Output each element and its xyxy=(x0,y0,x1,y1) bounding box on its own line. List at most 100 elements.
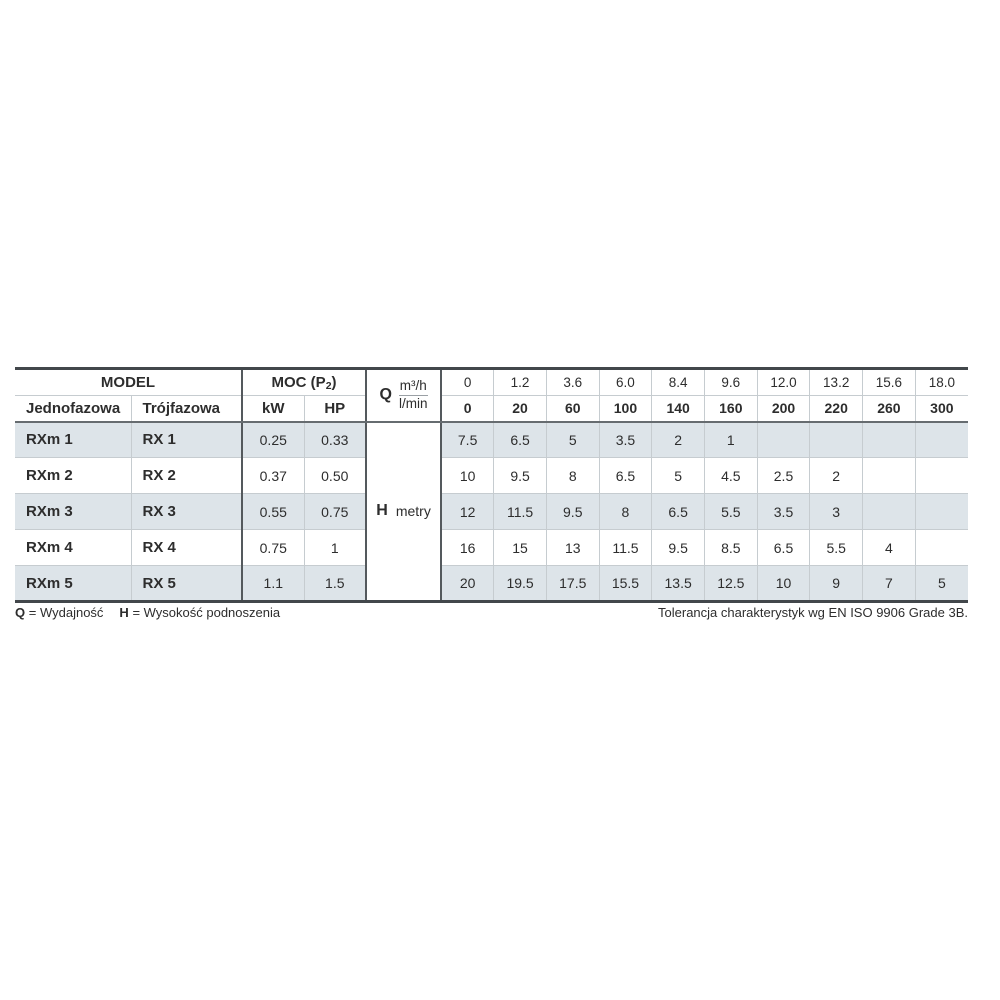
flow-m3h-value: 13.2 xyxy=(809,367,864,396)
single-phase-column-header: Jednofazowa xyxy=(15,395,132,423)
head-value: 5 xyxy=(545,421,600,458)
head-value: 9.5 xyxy=(651,529,705,566)
head-value: 15 xyxy=(493,529,547,566)
head-value: 16 xyxy=(440,529,495,566)
flow-m3h-value: 18.0 xyxy=(914,367,968,396)
flow-m3h-value: 1.2 xyxy=(493,367,547,396)
model-single-phase: RXm 5 xyxy=(15,565,132,603)
flow-header-cell: Q m³/h l/min xyxy=(365,367,443,423)
head-value: 17.5 xyxy=(545,565,600,603)
tolerance-note: Tolerancja charakterystyk wg EN ISO 9906… xyxy=(658,605,968,620)
head-value xyxy=(862,493,916,530)
flow-unit-m3h: m³/h xyxy=(399,377,427,393)
head-value: 12 xyxy=(440,493,495,530)
power-group-header: MOC (P2) xyxy=(241,367,368,396)
head-value: 3 xyxy=(809,493,864,530)
head-value: 2 xyxy=(809,457,864,494)
head-value: 4.5 xyxy=(703,457,758,494)
power-hp-value: 0.75 xyxy=(303,493,368,530)
legend-q-text: = Wydajność xyxy=(28,605,104,620)
head-value: 9.5 xyxy=(545,493,600,530)
model-three-phase: RX 1 xyxy=(130,421,244,458)
legend-q-symbol: Q xyxy=(15,605,26,620)
flow-lmin-value: 100 xyxy=(598,395,653,423)
spec-row: RXm 4 RX 4 0.75 1 16 15 13 11.5 9.5 8.5 6.5 5.5 4 xyxy=(15,529,968,566)
head-value: 12.5 xyxy=(703,565,758,603)
q-symbol: Q xyxy=(379,386,392,404)
head-value: 3.5 xyxy=(756,493,811,530)
legend-h: H = Wysokość podnoszenia xyxy=(119,605,280,620)
flow-header-content: Q m³/h l/min xyxy=(368,377,439,413)
head-value: 15.5 xyxy=(598,565,653,603)
model-group-header: MODEL xyxy=(15,367,244,396)
head-value: 11.5 xyxy=(493,493,547,530)
head-value: 19.5 xyxy=(493,565,547,603)
legend-h-symbol: H xyxy=(119,605,129,620)
head-value: 6.5 xyxy=(756,529,811,566)
flow-lmin-value: 20 xyxy=(493,395,547,423)
head-value: 9 xyxy=(809,565,864,603)
flow-lmin-value: 140 xyxy=(651,395,705,423)
header-row-top: MODEL MOC (P2) Q m³/h l/min 0 1.2 3.6 6.0 8.… xyxy=(15,367,968,423)
spec-row: RXm 2 RX 2 0.37 0.50 10 9.5 8 6.5 5 4.5 2.5 2 xyxy=(15,457,968,494)
power-kw-value: 0.37 xyxy=(241,457,305,494)
head-value: 7 xyxy=(862,565,916,603)
head-value: 6.5 xyxy=(598,457,653,494)
head-value: 13 xyxy=(545,529,600,566)
table-footnotes: Q = Wydajność H = Wysokość podnoszenia T… xyxy=(15,605,968,620)
three-phase-column-header: Trójfazowa xyxy=(130,395,244,423)
spec-row: RXm 3 RX 3 0.55 0.75 12 11.5 9.5 8 6.5 5.5 3.5 3 xyxy=(15,493,968,530)
flow-lmin-value: 220 xyxy=(809,395,864,423)
flow-m3h-value: 8.4 xyxy=(651,367,705,396)
flow-m3h-value: 6.0 xyxy=(598,367,653,396)
model-three-phase: RX 3 xyxy=(130,493,244,530)
head-value: 10 xyxy=(440,457,495,494)
head-value: 9.5 xyxy=(493,457,547,494)
power-kw-value: 0.25 xyxy=(241,421,305,458)
model-single-phase: RXm 1 xyxy=(15,421,132,458)
head-value: 4 xyxy=(862,529,916,566)
head-value: 6.5 xyxy=(651,493,705,530)
power-label-subscript: 2 xyxy=(325,379,332,392)
head-value xyxy=(862,457,916,494)
power-hp-value: 1 xyxy=(303,529,368,566)
model-single-phase: RXm 4 xyxy=(15,529,132,566)
table-header: MODEL MOC (P2) Q m³/h l/min 0 1.2 3.6 6.0 8.… xyxy=(15,367,968,423)
head-value: 7.5 xyxy=(440,421,495,458)
header-row-bottom: Jednofazowa Trójfazowa kW HP 0 20 60 100 140… xyxy=(15,395,968,423)
head-value: 20 xyxy=(440,565,495,603)
legend: Q = Wydajność H = Wysokość podnoszenia xyxy=(15,605,280,620)
power-kw-value: 0.75 xyxy=(241,529,305,566)
flow-m3h-value: 0 xyxy=(440,367,495,396)
power-hp-value: 0.50 xyxy=(303,457,368,494)
kw-column-header: kW xyxy=(241,395,305,423)
head-value: 11.5 xyxy=(598,529,653,566)
head-value: 1 xyxy=(703,421,758,458)
head-value: 2 xyxy=(651,421,705,458)
model-three-phase: RX 4 xyxy=(130,529,244,566)
head-value: 8 xyxy=(545,457,600,494)
pump-spec-table-wrap: MODEL MOC (P2) Q m³/h l/min 0 1.2 3.6 6.0 8.… xyxy=(15,367,968,603)
flow-lmin-value: 0 xyxy=(440,395,495,423)
pump-spec-table: MODEL MOC (P2) Q m³/h l/min 0 1.2 3.6 6.0 8.… xyxy=(15,367,968,603)
flow-lmin-value: 160 xyxy=(703,395,758,423)
head-value xyxy=(914,457,968,494)
head-value: 13.5 xyxy=(651,565,705,603)
head-value: 5.5 xyxy=(809,529,864,566)
head-value: 5.5 xyxy=(703,493,758,530)
head-value xyxy=(809,421,864,458)
head-value: 10 xyxy=(756,565,811,603)
flow-lmin-value: 260 xyxy=(862,395,916,423)
legend-q: Q = Wydajność xyxy=(15,605,103,620)
spec-row: RXm 5 RX 5 1.1 1.5 20 19.5 17.5 15.5 13.5 12.5 10 9… xyxy=(15,565,968,603)
head-value xyxy=(914,493,968,530)
model-three-phase: RX 5 xyxy=(130,565,244,603)
legend-h-text: = Wysokość podnoszenia xyxy=(132,605,281,620)
flow-unit-lmin: l/min xyxy=(399,394,428,411)
power-label-prefix: MOC (P xyxy=(271,373,326,391)
model-single-phase: RXm 2 xyxy=(15,457,132,494)
flow-lmin-value: 300 xyxy=(914,395,968,423)
